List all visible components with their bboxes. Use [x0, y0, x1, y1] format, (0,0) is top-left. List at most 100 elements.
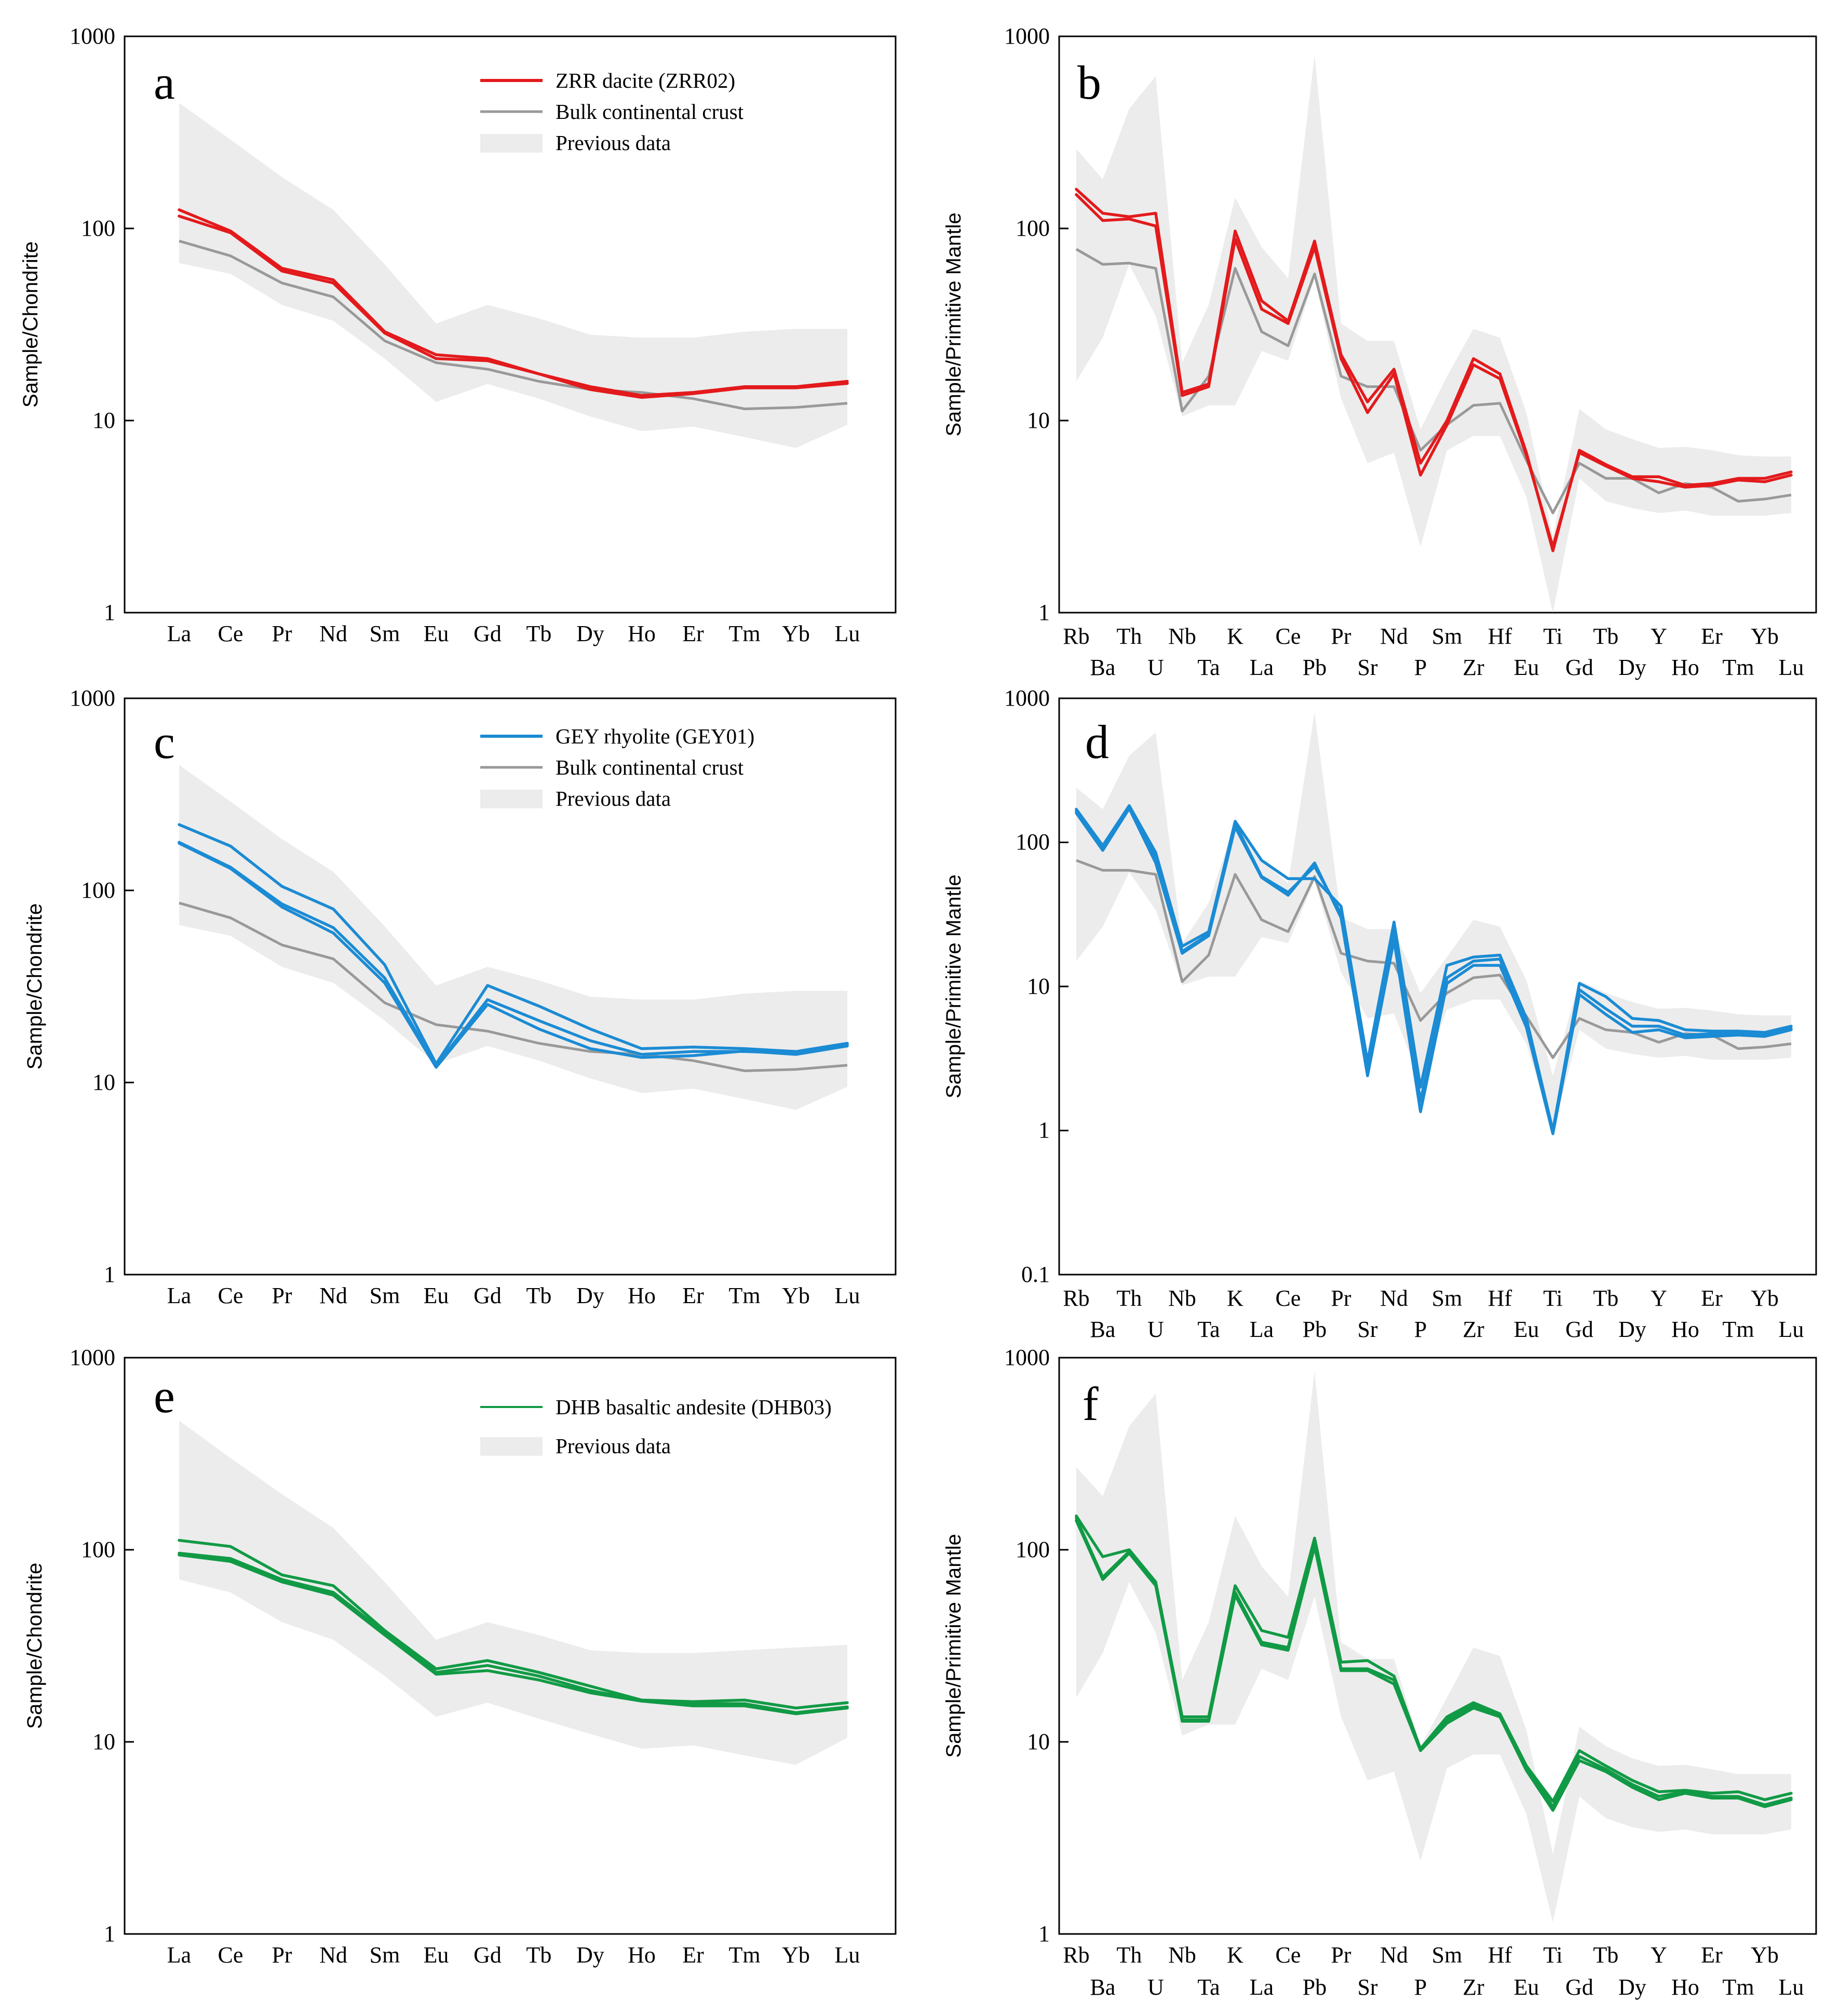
x-tick-label: U: [1147, 655, 1164, 680]
x-tick-label: Tb: [526, 1942, 552, 1968]
x-tick-label: Hf: [1488, 1942, 1512, 1968]
sample-line: [1075, 187, 1793, 552]
x-tick-label: Rb: [1063, 1942, 1089, 1968]
legend-label: Previous data: [556, 1434, 671, 1458]
y-tick-label: 10: [92, 1070, 115, 1095]
panel-label: e: [154, 1370, 175, 1423]
x-tick-label: P: [1414, 1974, 1427, 2000]
x-tick-label: La: [1250, 1974, 1274, 2000]
x-tick-label: Pb: [1303, 655, 1327, 680]
x-tick-label: Yb: [1751, 1286, 1779, 1311]
panel-e: e 1 10 100 1000 Sample/Chondrite La Ce P…: [23, 1345, 897, 1968]
x-tick-label: Ta: [1197, 1974, 1220, 2000]
legend-swatch-previous: [480, 1437, 543, 1456]
x-tick-label: Nd: [319, 621, 347, 646]
x-tick-label: Gd: [473, 1942, 502, 1968]
sample-line: [1075, 807, 1793, 1135]
sample-line: [178, 823, 849, 1065]
panel-f: f 1 10 100 1000 Sample/Primitive Mantle …: [942, 1345, 1817, 2000]
panel-label: f: [1083, 1377, 1099, 1430]
y-tick-label: 1000: [1004, 1345, 1050, 1370]
x-tick-label: Ho: [628, 621, 656, 646]
y-tick-label: 1000: [1004, 23, 1050, 49]
x-tick-label: Nd: [319, 1283, 347, 1308]
x-tick-label: Zr: [1463, 1317, 1484, 1342]
x-tick-label: Ti: [1543, 1942, 1563, 1968]
y-tick-label: 100: [1016, 1537, 1050, 1562]
x-tick-label: Dy: [576, 1283, 604, 1308]
x-tick-label: Ce: [1276, 1942, 1301, 1968]
x-tick-label: Ce: [218, 621, 243, 646]
y-axis-label: Sample/Primitive Mantle: [942, 212, 965, 436]
y-axis: 1 10 100 1000 Sample/Primitive Mantle: [942, 1345, 1068, 1946]
y-tick-label: 1000: [70, 1345, 115, 1370]
x-tick-label: Ho: [628, 1283, 656, 1308]
x-tick-label: Sr: [1357, 1974, 1377, 2000]
x-tick-label: Tm: [1722, 655, 1754, 680]
plot-frame: [124, 35, 897, 614]
x-tick-label: Ce: [218, 1283, 243, 1308]
y-axis: 1 10 100 1000 Sample/Primitive Mantle: [942, 23, 1068, 625]
y-axis-label: Sample/Chondrite: [23, 903, 46, 1070]
x-tick-label: Dy: [576, 1942, 604, 1968]
x-tick-label: Sm: [1432, 624, 1463, 649]
x-tick-label: Er: [682, 1942, 704, 1968]
x-tick-label: Tm: [728, 621, 760, 646]
x-tick-label: K: [1227, 1942, 1243, 1968]
y-tick-label: 1: [1038, 1921, 1050, 1946]
x-axis: La Ce Pr Nd Sm Eu Gd Tb Dy Ho Er Tm Yb L…: [167, 621, 860, 646]
y-tick-label: 1000: [1004, 685, 1050, 711]
legend-swatch-previous: [480, 790, 543, 808]
plot-frame: [1058, 35, 1817, 614]
y-axis-label: Sample/Chondrite: [23, 1563, 46, 1729]
panel-label: a: [154, 56, 175, 109]
x-tick-label: Nd: [319, 1942, 347, 1968]
y-tick-label: 100: [81, 215, 115, 241]
x-tick-label: Gd: [473, 1283, 502, 1308]
x-tick-label: Sr: [1357, 1317, 1377, 1342]
y-tick-label: 10: [1027, 1729, 1050, 1754]
y-tick-label: 10: [1027, 408, 1050, 433]
x-tick-label: P: [1414, 1317, 1427, 1342]
sample-line: [1075, 193, 1793, 549]
y-tick-label: 1: [1038, 600, 1050, 625]
x-tick-label: Gd: [473, 621, 502, 646]
x-tick-label: Nd: [1380, 1942, 1408, 1968]
x-tick-label: La: [1250, 1317, 1274, 1342]
legend: GEY rhyolite (GEY01) Bulk continental cr…: [480, 724, 754, 810]
plot-area: [178, 765, 849, 1110]
x-tick-label: Sm: [370, 621, 400, 646]
x-tick-label: Nd: [1380, 624, 1408, 649]
legend-label: Bulk continental crust: [556, 755, 744, 779]
bulk-crust-line: [179, 901, 848, 1072]
x-tick-label: Pr: [272, 1283, 292, 1308]
y-tick-label: 100: [1016, 215, 1050, 241]
x-tick-label: Pr: [1331, 1942, 1351, 1968]
x-tick-label: Ho: [628, 1942, 656, 1968]
y-axis-label: Sample/Primitive Mantle: [942, 874, 965, 1098]
x-tick-label: Gd: [1565, 655, 1593, 680]
x-tick-label: Ba: [1090, 655, 1116, 680]
bulk-crust-line: [1075, 248, 1792, 515]
x-tick-label: Lu: [835, 1942, 860, 1968]
x-tick-label: Y: [1650, 1942, 1667, 1968]
x-tick-label: Er: [1701, 1286, 1723, 1311]
x-tick-label: La: [167, 1942, 191, 1968]
x-tick-label: Pb: [1303, 1317, 1327, 1342]
y-tick-label: 1: [104, 1921, 115, 1946]
legend: ZRR dacite (ZRR02) Bulk continental crus…: [480, 69, 744, 155]
x-tick-label: Tb: [1593, 1942, 1619, 1968]
x-tick-label: Th: [1117, 624, 1142, 649]
x-tick-label: Y: [1650, 624, 1667, 649]
x-tick-label: Nb: [1168, 624, 1196, 649]
y-axis-label: Sample/Chondrite: [19, 241, 42, 408]
x-tick-label: Nb: [1168, 1942, 1196, 1968]
x-tick-label: Er: [682, 621, 704, 646]
x-tick-label: Hf: [1488, 1286, 1512, 1311]
x-tick-label: Sm: [370, 1283, 400, 1308]
x-tick-label: Rb: [1063, 1286, 1089, 1311]
x-tick-label: Th: [1117, 1942, 1142, 1968]
y-tick-label: 1: [104, 1262, 115, 1287]
previous-data-envelope: [1076, 55, 1791, 613]
